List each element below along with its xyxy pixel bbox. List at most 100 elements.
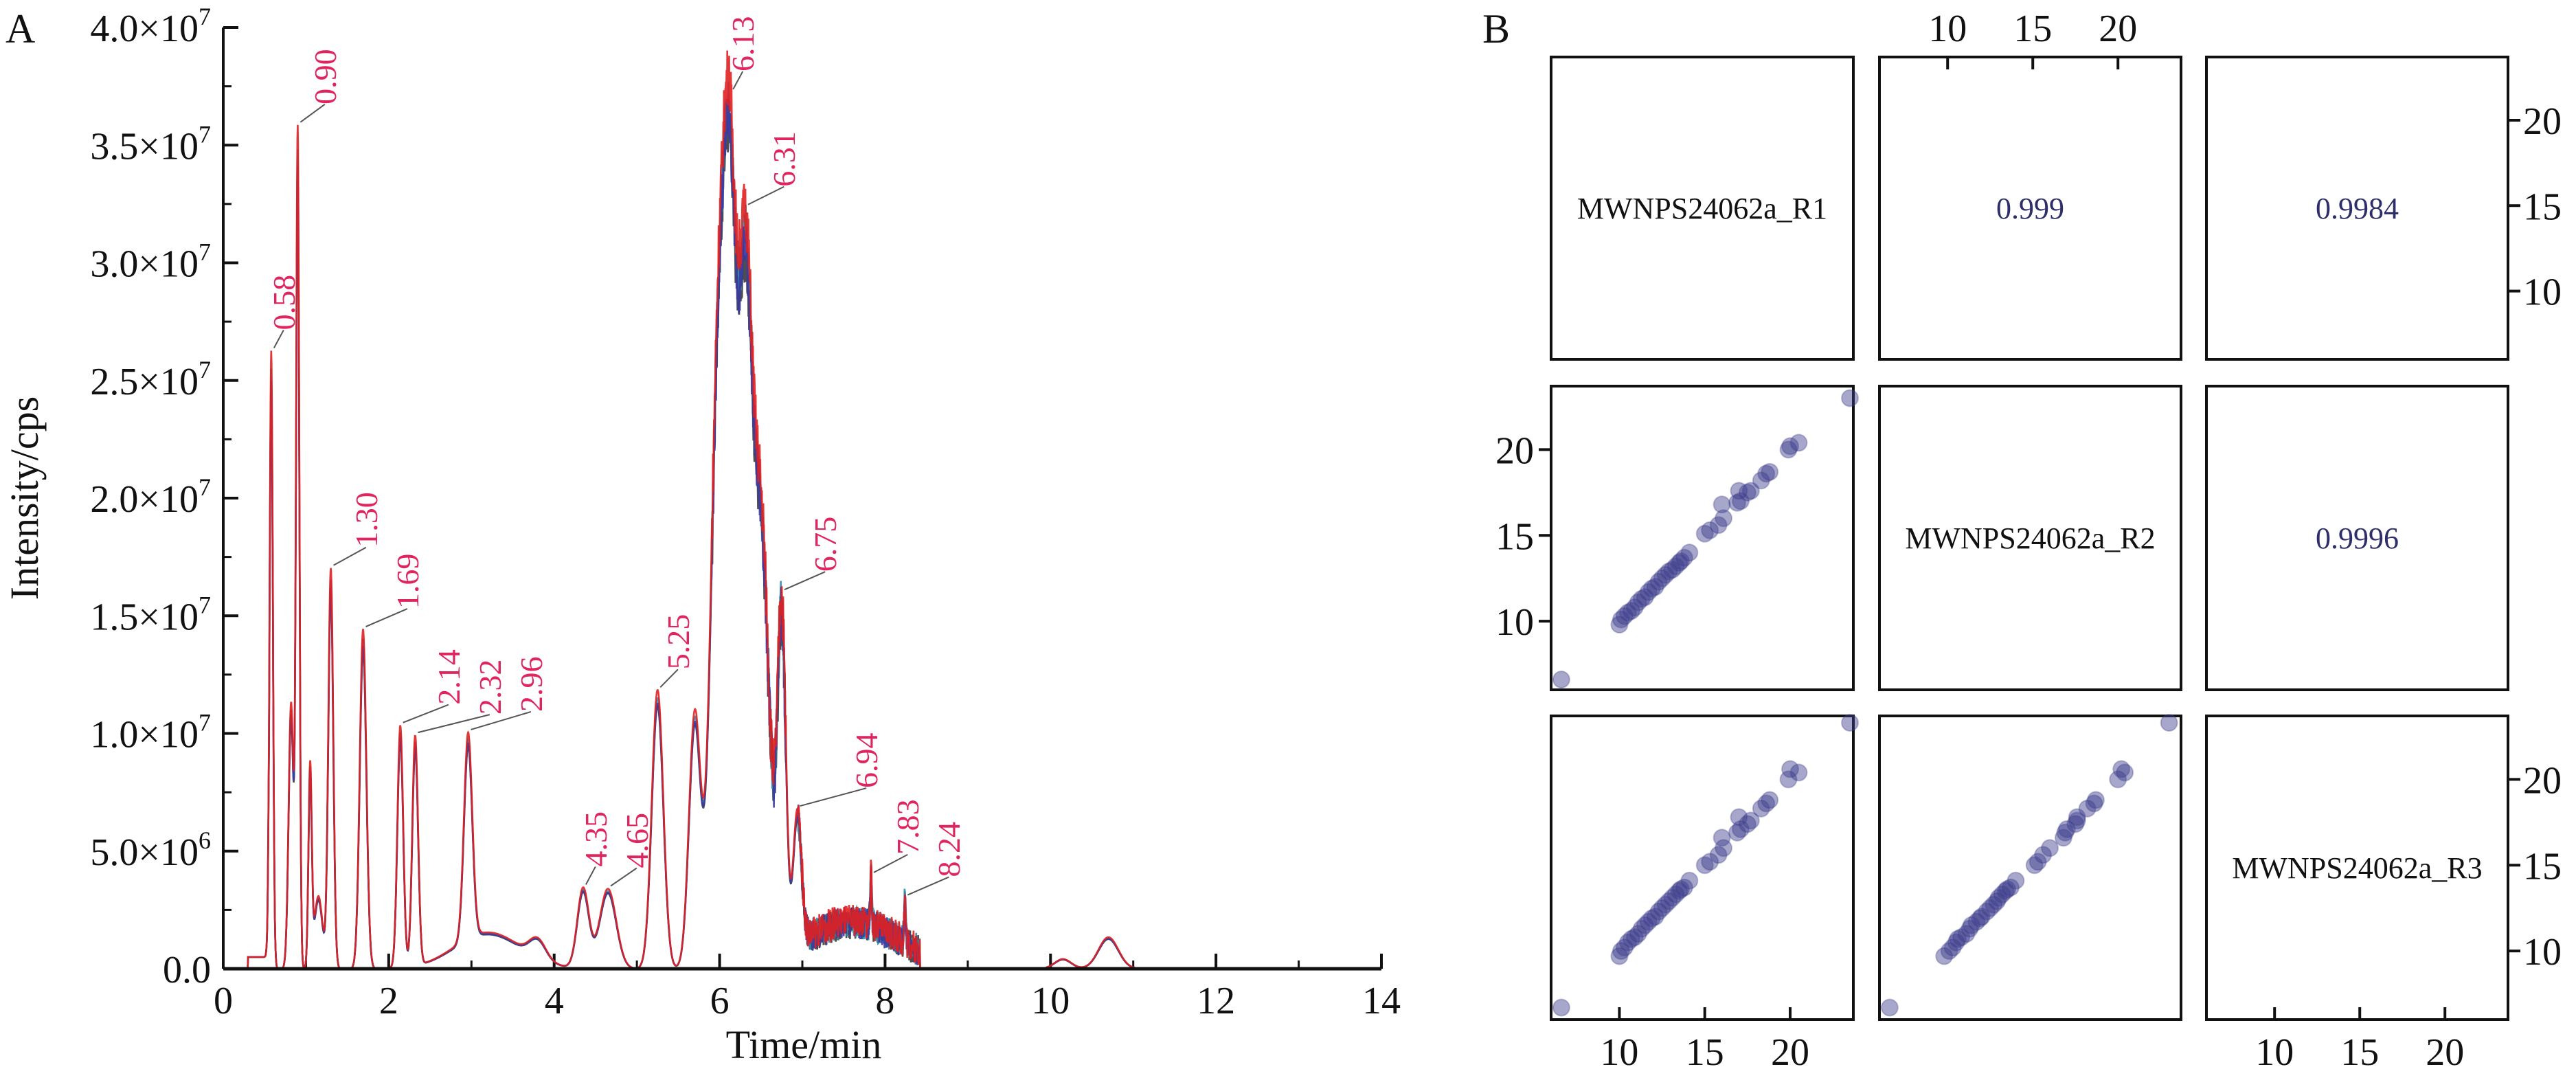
- scatter-point: [1781, 760, 1800, 778]
- peak-label: 2.32: [473, 660, 508, 715]
- scatter-point: [1957, 925, 1976, 943]
- peak-leader-line: [403, 704, 449, 723]
- peak-leader-line: [273, 329, 284, 348]
- matrix-cell-3-2: [1878, 713, 2182, 1021]
- scatter-point: [1612, 610, 1630, 629]
- right-tick-label: 15: [2523, 186, 2562, 228]
- scatter-point: [2086, 791, 2105, 809]
- scatter-point: [1996, 881, 2015, 900]
- y-tick-label: 1.0×107: [90, 709, 211, 756]
- matrix-cell-3-1: [1550, 713, 1860, 1021]
- scatter-point: [1730, 482, 1748, 500]
- y-tick-label: 3.0×107: [90, 238, 211, 286]
- right-tick-label: 20: [2523, 100, 2562, 143]
- scatter-point: [1680, 871, 1699, 890]
- scatter-point: [1642, 909, 1661, 928]
- panel-label-b: B: [1482, 6, 1510, 52]
- scatter-point: [1610, 947, 1629, 965]
- scatter-point: [1695, 524, 1714, 543]
- scatter-point: [1675, 878, 1693, 897]
- peak-leader-line: [732, 71, 744, 90]
- x-tick-label: 12: [1197, 980, 1235, 1022]
- scatter-point: [2160, 713, 2178, 732]
- peak-leader-line: [610, 867, 637, 887]
- scatter-point: [1967, 912, 1986, 931]
- scatter-point: [1730, 808, 1748, 827]
- x-tick-label: 2: [379, 980, 398, 1022]
- scatter-point: [1841, 713, 1860, 732]
- peak-leader-line: [585, 866, 596, 885]
- peak-label: 0.90: [308, 49, 343, 104]
- scatter-point: [1663, 888, 1682, 907]
- scatter-point: [1701, 521, 1719, 539]
- sample-name: MWNPS24062a_R1: [1577, 192, 1827, 225]
- y-tick-label: 4.0×107: [90, 3, 211, 50]
- scatter-point: [1943, 939, 1962, 957]
- x-tick-label: 10: [1031, 980, 1070, 1022]
- peak-label: 4.65: [620, 813, 655, 868]
- scatter-point: [1642, 579, 1661, 598]
- cell-frame: [1550, 385, 1855, 691]
- scatter-point: [2034, 846, 2053, 864]
- y-tick-label: 1.5×107: [90, 591, 211, 638]
- scatter-point: [1757, 794, 1776, 813]
- y-tick-label: 5.0×106: [90, 827, 211, 874]
- matrix-cell-1-2: 0.999: [1878, 56, 2182, 361]
- peak-leader-line: [365, 608, 408, 627]
- y-tick-label: 3.5×107: [90, 120, 211, 168]
- scatter-point: [2007, 871, 2025, 890]
- scatter-point: [1738, 483, 1756, 502]
- scatter-point: [2041, 839, 2059, 857]
- scatter-point: [1713, 829, 1731, 847]
- x-tick-label: 8: [875, 980, 894, 1022]
- scatter-point: [1947, 933, 1965, 952]
- chromatogram-series-4: [223, 50, 1381, 970]
- scatter-point: [1988, 892, 2007, 910]
- scatter-point: [1649, 572, 1668, 591]
- peak-label: 2.14: [431, 649, 466, 705]
- peak-leader-line: [784, 571, 826, 591]
- scatter-point: [1646, 908, 1664, 926]
- y-tick-label: 2.5×107: [90, 356, 211, 403]
- scatter-matrix-panel: B MWNPS24062a_R1 0.999 0.9984 MWNPS24062a_R…: [1482, 6, 2562, 1067]
- scatter-point: [1779, 770, 1798, 789]
- peak-leader-line: [300, 104, 326, 123]
- scatter-point: [1757, 464, 1776, 483]
- left-tick-label: 15: [1495, 515, 1534, 558]
- scatter-point: [1952, 928, 1971, 947]
- cell-frame: [2205, 385, 2509, 691]
- scatter-point: [2054, 829, 2072, 847]
- scatter-point: [1989, 888, 2008, 907]
- x-tick-label: 6: [710, 980, 730, 1022]
- scatter-point: [1675, 548, 1693, 567]
- scatter-point: [1680, 543, 1699, 562]
- scatter-point: [1961, 919, 1979, 938]
- scatter-point: [2025, 856, 2044, 875]
- peak-label: 1.30: [349, 492, 384, 548]
- cell-frame: [1878, 56, 2182, 361]
- scatter-point: [2109, 770, 2127, 789]
- panel-label-a: A: [5, 6, 35, 52]
- scatter-point: [1656, 565, 1675, 584]
- scatter-point: [2068, 808, 2086, 827]
- scatter-point: [1660, 892, 1678, 910]
- scatter-point: [1615, 939, 1634, 957]
- matrix-cell-3-3: MWNPS24062a_R3: [2205, 715, 2509, 1021]
- scatter-point: [1935, 947, 1954, 965]
- x-tick-label: 14: [1362, 980, 1401, 1022]
- scatter-point: [1615, 607, 1634, 625]
- correlation-value: 0.9984: [2316, 192, 2399, 225]
- correlation-value: 0.9996: [2316, 521, 2399, 555]
- scatter-point: [1629, 925, 1647, 943]
- top-tick-label: 20: [2099, 8, 2137, 50]
- sample-name: MWNPS24062a_R3: [2232, 851, 2482, 885]
- matrix-cell-2-3: 0.9996: [2205, 385, 2509, 691]
- peak-label: 2.96: [514, 656, 549, 712]
- scatter-point: [1625, 598, 1644, 617]
- scatter-point: [1670, 554, 1688, 572]
- scatter-point: [1695, 856, 1714, 875]
- scatter-point: [2029, 853, 2047, 871]
- scatter-point: [1713, 495, 1731, 514]
- bottom-tick-label: 10: [2255, 1031, 2294, 1067]
- scatter-point: [1649, 902, 1668, 921]
